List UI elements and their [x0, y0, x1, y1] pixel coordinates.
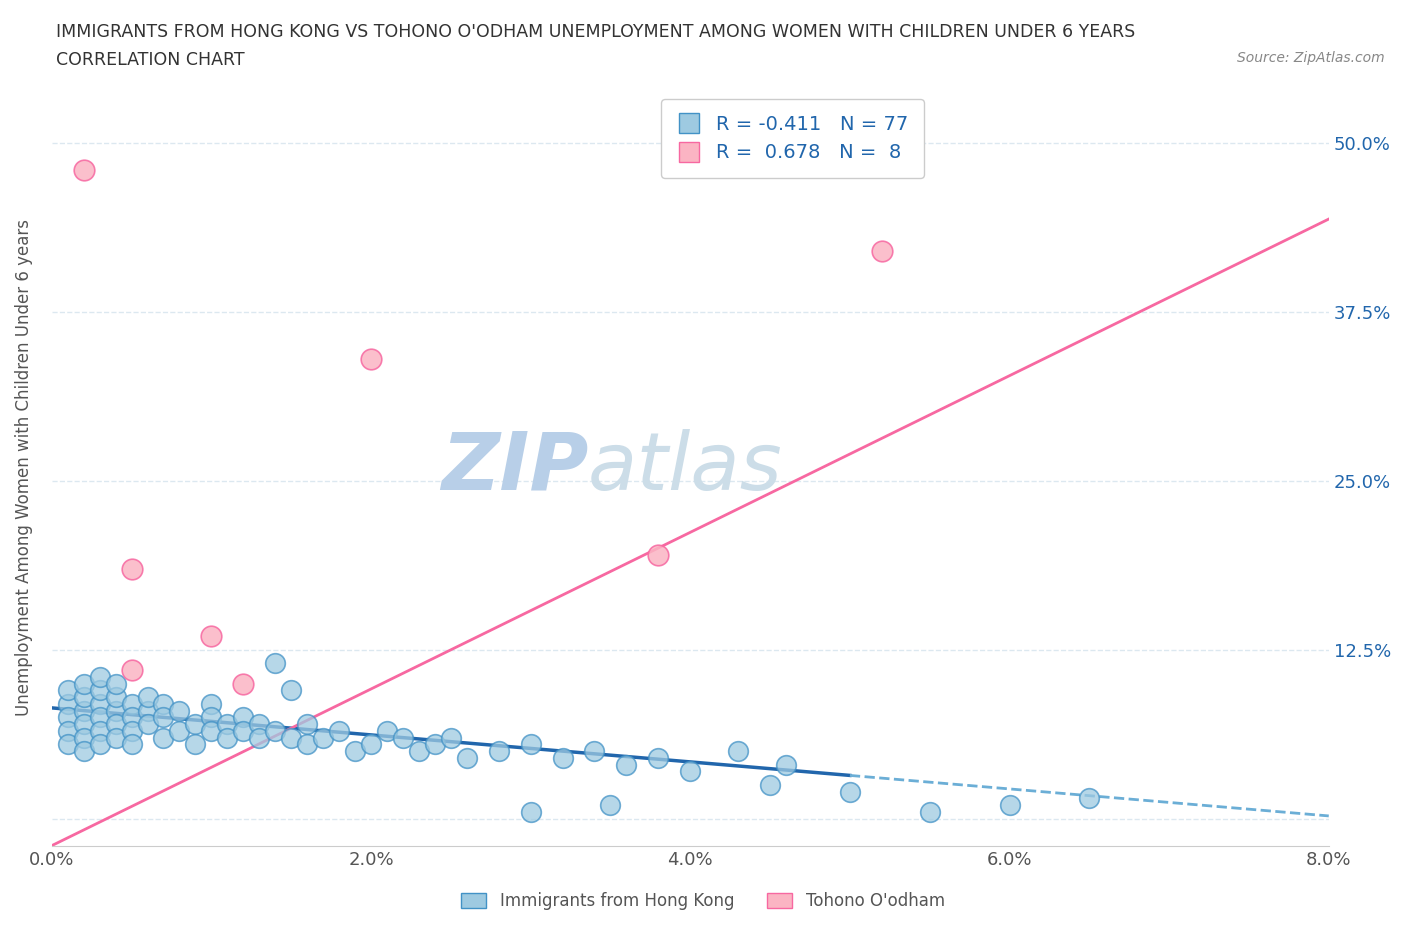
- Point: [918, 804, 941, 819]
- Point: [280, 730, 302, 745]
- Legend: Immigrants from Hong Kong, Tohono O'odham: Immigrants from Hong Kong, Tohono O'odha…: [454, 885, 952, 917]
- Point: [121, 562, 143, 577]
- Point: [232, 724, 254, 738]
- Point: [679, 764, 702, 778]
- Point: [647, 751, 669, 765]
- Point: [440, 730, 463, 745]
- Point: [184, 737, 207, 751]
- Point: [104, 730, 127, 745]
- Point: [73, 676, 96, 691]
- Point: [136, 703, 159, 718]
- Y-axis label: Unemployment Among Women with Children Under 6 years: Unemployment Among Women with Children U…: [15, 219, 32, 716]
- Point: [73, 690, 96, 705]
- Point: [56, 737, 79, 751]
- Point: [89, 737, 111, 751]
- Point: [200, 710, 222, 724]
- Point: [247, 730, 270, 745]
- Point: [375, 724, 398, 738]
- Point: [56, 683, 79, 698]
- Point: [264, 724, 287, 738]
- Point: [360, 737, 382, 751]
- Point: [73, 163, 96, 178]
- Point: [89, 724, 111, 738]
- Point: [998, 798, 1021, 813]
- Point: [89, 670, 111, 684]
- Point: [344, 744, 367, 759]
- Text: Source: ZipAtlas.com: Source: ZipAtlas.com: [1237, 51, 1385, 65]
- Point: [616, 757, 638, 772]
- Point: [264, 656, 287, 671]
- Point: [73, 730, 96, 745]
- Point: [200, 724, 222, 738]
- Point: [121, 710, 143, 724]
- Point: [152, 697, 174, 711]
- Point: [217, 717, 239, 732]
- Point: [89, 710, 111, 724]
- Point: [89, 683, 111, 698]
- Point: [583, 744, 606, 759]
- Point: [456, 751, 478, 765]
- Point: [312, 730, 335, 745]
- Point: [104, 717, 127, 732]
- Point: [56, 710, 79, 724]
- Point: [136, 690, 159, 705]
- Point: [295, 737, 318, 751]
- Point: [775, 757, 797, 772]
- Point: [870, 244, 893, 259]
- Point: [328, 724, 350, 738]
- Point: [551, 751, 574, 765]
- Text: CORRELATION CHART: CORRELATION CHART: [56, 51, 245, 69]
- Point: [184, 717, 207, 732]
- Point: [599, 798, 621, 813]
- Text: IMMIGRANTS FROM HONG KONG VS TOHONO O'ODHAM UNEMPLOYMENT AMONG WOMEN WITH CHILDR: IMMIGRANTS FROM HONG KONG VS TOHONO O'OD…: [56, 23, 1136, 41]
- Point: [217, 730, 239, 745]
- Point: [89, 697, 111, 711]
- Point: [121, 737, 143, 751]
- Point: [360, 352, 382, 367]
- Point: [247, 717, 270, 732]
- Point: [104, 690, 127, 705]
- Point: [56, 697, 79, 711]
- Point: [200, 697, 222, 711]
- Point: [169, 724, 191, 738]
- Point: [280, 683, 302, 698]
- Point: [423, 737, 446, 751]
- Point: [121, 663, 143, 678]
- Point: [408, 744, 430, 759]
- Point: [519, 737, 541, 751]
- Point: [73, 703, 96, 718]
- Point: [232, 710, 254, 724]
- Point: [392, 730, 415, 745]
- Point: [838, 784, 860, 799]
- Point: [295, 717, 318, 732]
- Point: [200, 629, 222, 644]
- Point: [488, 744, 510, 759]
- Point: [232, 676, 254, 691]
- Point: [519, 804, 541, 819]
- Point: [152, 730, 174, 745]
- Point: [169, 703, 191, 718]
- Point: [647, 548, 669, 563]
- Point: [727, 744, 749, 759]
- Legend: R = -0.411   N = 77, R =  0.678   N =  8: R = -0.411 N = 77, R = 0.678 N = 8: [661, 100, 924, 178]
- Text: atlas: atlas: [588, 429, 783, 507]
- Point: [759, 777, 782, 792]
- Point: [152, 710, 174, 724]
- Point: [73, 744, 96, 759]
- Point: [136, 717, 159, 732]
- Point: [104, 703, 127, 718]
- Point: [104, 676, 127, 691]
- Point: [1078, 790, 1101, 805]
- Point: [121, 724, 143, 738]
- Point: [121, 697, 143, 711]
- Point: [56, 724, 79, 738]
- Text: ZIP: ZIP: [440, 429, 588, 507]
- Point: [73, 717, 96, 732]
